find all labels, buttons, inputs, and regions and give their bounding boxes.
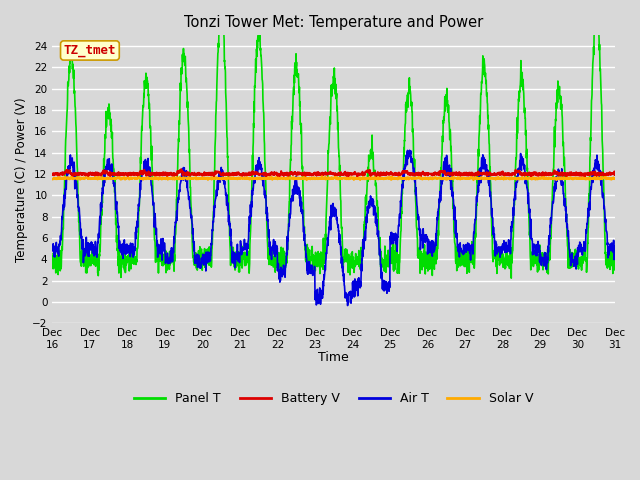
Panel T xyxy=(362,192,370,198)
Air T xyxy=(406,147,413,153)
Panel T xyxy=(350,258,358,264)
Panel T xyxy=(508,275,515,281)
Panel T xyxy=(497,258,505,264)
Solar V xyxy=(362,175,370,181)
Solar V xyxy=(562,176,570,181)
Y-axis label: Temperature (C) / Power (V): Temperature (C) / Power (V) xyxy=(15,97,28,262)
Line: Air T: Air T xyxy=(52,150,615,306)
Line: Battery V: Battery V xyxy=(52,169,615,177)
Panel T xyxy=(611,266,619,272)
X-axis label: Time: Time xyxy=(318,351,349,364)
Battery V xyxy=(362,169,370,175)
Solar V xyxy=(350,175,358,181)
Solar V xyxy=(205,176,213,181)
Title: Tonzi Tower Met: Temperature and Power: Tonzi Tower Met: Temperature and Power xyxy=(184,15,483,30)
Battery V xyxy=(561,170,569,176)
Air T xyxy=(611,247,619,253)
Battery V xyxy=(581,174,589,180)
Air T xyxy=(344,303,351,309)
Panel T xyxy=(593,4,601,10)
Solar V xyxy=(498,175,506,180)
Solar V xyxy=(470,177,477,183)
Air T xyxy=(562,208,570,214)
Legend: Panel T, Battery V, Air T, Solar V: Panel T, Battery V, Air T, Solar V xyxy=(129,387,538,410)
Air T xyxy=(205,258,213,264)
Air T xyxy=(350,290,358,296)
Air T xyxy=(49,248,56,253)
Air T xyxy=(362,214,370,219)
Line: Panel T: Panel T xyxy=(52,7,615,278)
Panel T xyxy=(561,195,569,201)
Text: TZ_tmet: TZ_tmet xyxy=(63,44,116,57)
Battery V xyxy=(611,172,619,178)
Battery V xyxy=(205,170,213,176)
Battery V xyxy=(350,170,358,176)
Solar V xyxy=(611,176,619,182)
Solar V xyxy=(318,173,326,179)
Battery V xyxy=(497,172,505,178)
Solar V xyxy=(577,175,585,181)
Solar V xyxy=(49,176,56,182)
Battery V xyxy=(177,167,185,172)
Panel T xyxy=(49,253,56,259)
Panel T xyxy=(205,244,213,250)
Line: Solar V: Solar V xyxy=(52,176,615,180)
Air T xyxy=(577,248,585,254)
Battery V xyxy=(577,173,585,179)
Air T xyxy=(498,246,506,252)
Panel T xyxy=(577,264,585,269)
Battery V xyxy=(49,172,56,178)
